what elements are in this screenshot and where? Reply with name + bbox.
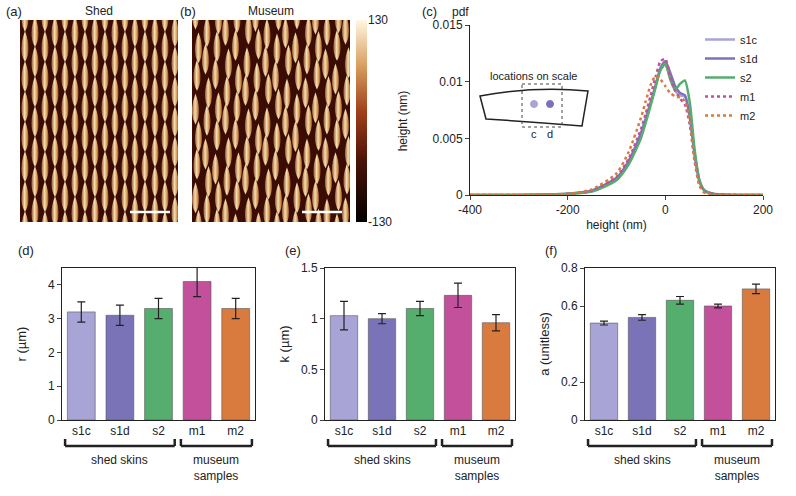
svg-text:1.5: 1.5 bbox=[301, 261, 318, 275]
svg-text:r (µm): r (µm) bbox=[14, 327, 29, 362]
svg-text:0.5: 0.5 bbox=[301, 363, 318, 377]
svg-text:d: d bbox=[547, 128, 553, 140]
svg-text:height (nm): height (nm) bbox=[396, 91, 410, 152]
svg-text:m2: m2 bbox=[227, 424, 244, 438]
svg-text:pdf: pdf bbox=[452, 5, 469, 19]
svg-text:m1: m1 bbox=[189, 424, 206, 438]
svg-text:s1d: s1d bbox=[372, 424, 391, 438]
svg-text:0: 0 bbox=[456, 188, 463, 202]
svg-text:shed skins: shed skins bbox=[354, 453, 411, 467]
svg-text:s2: s2 bbox=[740, 72, 752, 84]
svg-text:museumsamples: museumsamples bbox=[714, 453, 760, 483]
svg-text:0: 0 bbox=[662, 203, 669, 217]
svg-text:Shed: Shed bbox=[85, 4, 113, 18]
svg-text:1: 1 bbox=[311, 312, 318, 326]
svg-text:s1c: s1c bbox=[740, 34, 758, 46]
svg-text:m2: m2 bbox=[740, 110, 755, 122]
svg-text:museumsamples: museumsamples bbox=[454, 453, 500, 483]
svg-text:s1c: s1c bbox=[595, 424, 614, 438]
svg-text:0.005: 0.005 bbox=[433, 132, 463, 146]
svg-text:locations on scale: locations on scale bbox=[490, 70, 577, 82]
svg-text:s2: s2 bbox=[674, 424, 687, 438]
svg-text:4: 4 bbox=[48, 278, 55, 292]
svg-text:200: 200 bbox=[753, 203, 773, 217]
svg-text:shed skins: shed skins bbox=[614, 453, 671, 467]
svg-text:(b): (b) bbox=[180, 4, 196, 19]
svg-text:s1c: s1c bbox=[72, 424, 91, 438]
svg-text:s1d: s1d bbox=[110, 424, 129, 438]
svg-text:s1c: s1c bbox=[335, 424, 354, 438]
svg-text:-130: -130 bbox=[368, 215, 392, 229]
svg-text:s2: s2 bbox=[414, 424, 427, 438]
svg-text:0: 0 bbox=[311, 413, 318, 427]
svg-text:0.6: 0.6 bbox=[561, 299, 578, 313]
svg-text:0.2: 0.2 bbox=[561, 375, 578, 389]
svg-text:130: 130 bbox=[368, 13, 388, 27]
svg-text:-400: -400 bbox=[458, 203, 482, 217]
svg-text:0.015: 0.015 bbox=[433, 18, 463, 32]
svg-text:0: 0 bbox=[48, 413, 55, 427]
svg-text:3: 3 bbox=[48, 312, 55, 326]
svg-text:(d): (d) bbox=[18, 243, 34, 258]
svg-text:Museum: Museum bbox=[248, 4, 294, 18]
svg-text:s1d: s1d bbox=[632, 424, 651, 438]
svg-text:-200: -200 bbox=[556, 203, 580, 217]
svg-text:0.01: 0.01 bbox=[439, 75, 463, 89]
svg-text:m2: m2 bbox=[488, 424, 505, 438]
svg-text:m1: m1 bbox=[740, 91, 755, 103]
svg-text:(e): (e) bbox=[285, 243, 301, 258]
svg-text:s1d: s1d bbox=[740, 53, 758, 65]
svg-text:0: 0 bbox=[571, 413, 578, 427]
svg-text:0.8: 0.8 bbox=[561, 261, 578, 275]
svg-text:shed skins: shed skins bbox=[91, 453, 148, 467]
svg-text:museumsamples: museumsamples bbox=[193, 453, 239, 483]
svg-text:c: c bbox=[531, 128, 537, 140]
svg-text:(a): (a) bbox=[6, 4, 22, 19]
svg-text:height (nm): height (nm) bbox=[586, 218, 647, 232]
svg-text:m2: m2 bbox=[748, 424, 765, 438]
svg-text:1: 1 bbox=[48, 379, 55, 393]
svg-text:k (µm): k (µm) bbox=[277, 325, 292, 362]
svg-text:a (unitless): a (unitless) bbox=[537, 312, 552, 376]
svg-text:(f): (f) bbox=[545, 243, 557, 258]
svg-text:m1: m1 bbox=[710, 424, 727, 438]
svg-text:(c): (c) bbox=[422, 4, 437, 19]
svg-text:m1: m1 bbox=[450, 424, 467, 438]
svg-text:2: 2 bbox=[48, 346, 55, 360]
svg-text:s2: s2 bbox=[152, 424, 165, 438]
